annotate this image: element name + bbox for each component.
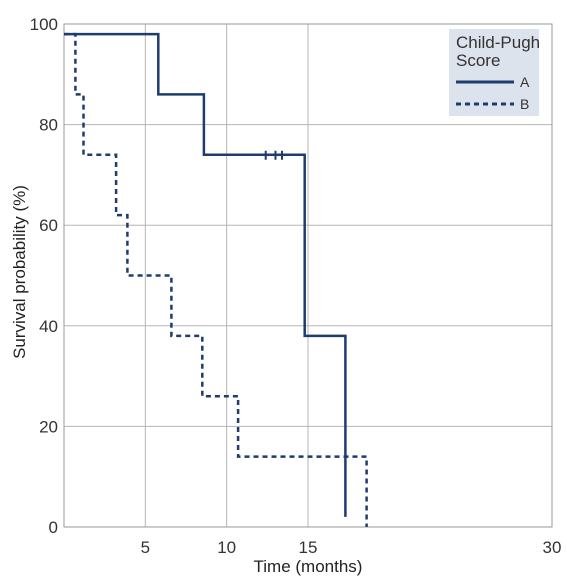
series-line-a — [64, 32, 347, 517]
series-layer — [64, 32, 368, 527]
y-tick-label-80: 80 — [39, 116, 58, 135]
y-tick-labels: 0 20 40 60 80 100 — [30, 15, 58, 537]
legend-title-line2: Score — [456, 51, 500, 70]
x-axis-title: Time (months) — [254, 557, 363, 576]
x-tick-label-15: 15 — [299, 538, 318, 557]
grid — [64, 24, 552, 527]
censor-marks — [264, 150, 283, 160]
legend-label-b: B — [520, 96, 529, 112]
legend-title-line1: Child-Pugh — [456, 33, 540, 52]
legend-box — [449, 29, 539, 116]
plot-border — [63, 23, 553, 528]
y-tick-label-40: 40 — [39, 317, 58, 336]
x-tick-label-5: 5 — [141, 538, 150, 557]
x-tick-labels: 5 10 15 30 — [141, 538, 562, 557]
legend: Child-Pugh Score A B — [449, 29, 540, 116]
x-tick-label-30: 30 — [543, 538, 562, 557]
y-axis-title: Survival probability (%) — [10, 185, 29, 359]
y-tick-label-60: 60 — [39, 216, 58, 235]
x-tick-label-10: 10 — [217, 538, 236, 557]
legend-label-a: A — [520, 74, 530, 90]
y-tick-label-100: 100 — [30, 15, 58, 34]
y-tick-label-20: 20 — [39, 417, 58, 436]
y-tick-label-0: 0 — [49, 518, 58, 537]
